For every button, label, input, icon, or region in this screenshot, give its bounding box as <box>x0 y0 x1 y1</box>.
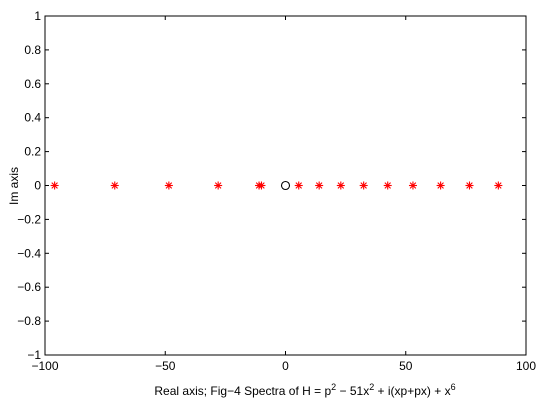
x-tick-label: 50 <box>399 359 413 373</box>
x-axis-title-tail: + i(xp+px) + x <box>374 384 450 398</box>
eigenvalue-point <box>383 181 392 190</box>
y-tick-label: 0.8 <box>24 43 41 57</box>
y-tick-label: −0.2 <box>17 212 41 226</box>
eigenvalue-point <box>294 181 303 190</box>
eigenvalue-point <box>494 181 503 190</box>
x-axis-title-base: Real axis; Fig−4 Spectra of H = p <box>154 384 331 398</box>
axis-ticks: −100 −50 0 50 100 1 0.8 0.6 0.4 0.2 0 −0.2 −0.4 −0.6 −… <box>17 9 536 373</box>
data-marks <box>50 180 503 191</box>
eigenvalue-point <box>359 181 368 190</box>
y-tick-label: 0.4 <box>24 111 41 125</box>
eigenvalue-point <box>408 181 417 190</box>
x-tick-label: 0 <box>282 359 289 373</box>
y-tick-label: −0.6 <box>17 280 41 294</box>
eigenvalue-point <box>110 181 119 190</box>
eigenvalue-point <box>465 181 474 190</box>
eigenvalue-point <box>315 181 324 190</box>
eigenvalue-point <box>164 181 173 190</box>
eigenvalue-point <box>436 181 445 190</box>
x-axis-title-mid: − 51x <box>336 384 369 398</box>
x-axis-title-sup2: 2 <box>369 382 374 392</box>
eigenvalue-point <box>257 181 266 190</box>
y-axis-title: Im axis <box>7 167 21 205</box>
y-tick-label: −0.8 <box>17 314 41 328</box>
x-axis-title-sup3: 6 <box>451 382 456 392</box>
eigenvalue-point <box>214 181 223 190</box>
x-tick-label: −50 <box>155 359 176 373</box>
origin-point <box>280 180 291 191</box>
y-tick-label: −0.4 <box>17 246 41 260</box>
y-tick-label: 0 <box>34 179 41 193</box>
x-tick-label: 100 <box>516 359 536 373</box>
y-tick-label: 1 <box>34 9 41 23</box>
x-axis-title-sup1: 2 <box>331 382 336 392</box>
y-tick-label: −1 <box>27 348 41 362</box>
x-tick-label: −100 <box>31 359 58 373</box>
y-tick-label: 0.2 <box>24 145 41 159</box>
plot-area <box>44 15 527 356</box>
y-tick-label: 0.6 <box>24 77 41 91</box>
eigenvalue-point <box>50 181 59 190</box>
x-axis-title: Real axis; Fig−4 Spectra of H = p2 − 51x… <box>154 382 455 398</box>
eigenvalue-point <box>336 181 345 190</box>
